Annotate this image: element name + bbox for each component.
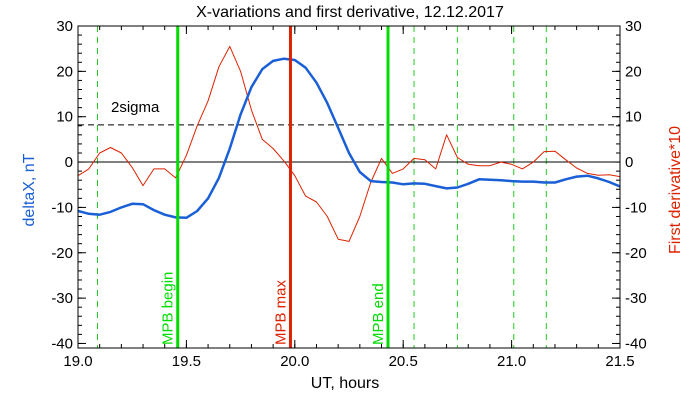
x-axis-label: UT, hours [311,375,379,392]
x-tick-label: 21.0 [497,353,526,370]
y-tick-label-left: -20 [51,245,73,262]
y-tick-label-left: -40 [51,335,73,352]
chart-title: X-variations and first derivative, 12.12… [196,4,504,21]
x-tick-label: 19.5 [172,353,201,370]
y-tick-label-left: 0 [65,154,73,171]
y-tick-label-right: -30 [625,290,647,307]
event-line-label: MPB begin [160,272,177,345]
event-line-label: MPB end [370,283,387,345]
x-tick-label: 20.5 [389,353,418,370]
y-tick-label-right: -10 [625,199,647,216]
y-tick-label-left: -10 [51,199,73,216]
y-tick-label-right: 20 [625,63,642,80]
event-line-label: MPB max [272,279,289,345]
series-line-deltax [78,57,620,220]
y-tick-label-left: 10 [56,109,73,126]
x-tick-label: 20.0 [280,353,309,370]
y-tick-label-right: -40 [625,335,647,352]
plot-frame [77,25,621,349]
y-tick-label-left: 20 [56,63,73,80]
x-tick-label: 21.5 [605,353,634,370]
y-tick-label-right: 0 [625,154,633,171]
series-line-derivative [78,45,620,242]
x-tick-label: 19.0 [63,353,92,370]
y-tick-label-left: 30 [56,18,73,35]
plot-area: MPB begin MPB max MPB end 19.0 19.5 20.0 20.5 2… [51,18,646,370]
y-tick-label-left: -30 [51,290,73,307]
y-tick-label-right: 10 [625,109,642,126]
y-tick-label-right: -20 [625,245,647,262]
y-tick-label-right: 30 [625,18,642,35]
y-axis-label-right: First derivative*10 [667,126,684,254]
threshold-label: 2sigma [111,99,160,116]
y-axis-label-left: deltaX, nT [21,153,38,226]
